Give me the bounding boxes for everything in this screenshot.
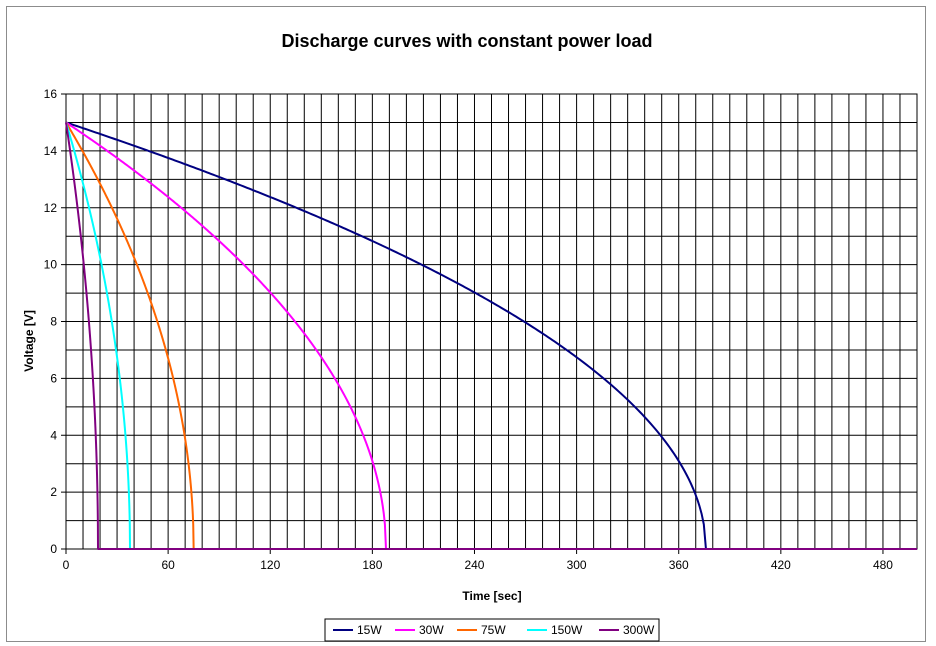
chart-svg: Discharge curves with constant power loa… [22, 31, 918, 642]
y-tick-label: 6 [50, 371, 57, 385]
series-line-15w [65, 121, 917, 550]
series-layer [65, 121, 917, 550]
x-tick-label: 60 [161, 558, 175, 572]
y-tick-label: 8 [50, 315, 57, 329]
legend-label-150w: 150W [551, 623, 583, 637]
y-axis-label: Voltage [V] [22, 310, 36, 372]
chart-frame: Discharge curves with constant power loa… [6, 6, 926, 642]
tick-layer: 0 60 120 180 240 300 360 420 480 0 2 4 6 8 10 12 14 16 [44, 87, 894, 572]
y-tick-label: 16 [44, 87, 58, 101]
series-line-300w [65, 122, 917, 550]
grid-layer [65, 93, 918, 550]
legend-label-300w: 300W [623, 623, 655, 637]
legend: 15W 30W 75W 150W 300W [324, 618, 660, 642]
legend-label-75w: 75W [481, 623, 506, 637]
y-tick-label: 0 [50, 542, 57, 556]
y-tick-label: 2 [50, 485, 57, 499]
series-line-150w [65, 122, 917, 550]
x-axis-label: Time [sec] [462, 589, 521, 603]
x-tick-label: 120 [260, 558, 280, 572]
legend-label-15w: 15W [357, 623, 382, 637]
x-tick-label: 180 [362, 558, 382, 572]
x-tick-label: 240 [464, 558, 484, 572]
chart-title: Discharge curves with constant power loa… [281, 31, 652, 51]
y-tick-label: 10 [44, 258, 58, 272]
x-tick-label: 300 [567, 558, 587, 572]
legend-box [324, 618, 660, 642]
series-line-75w [65, 121, 917, 550]
x-tick-label: 360 [669, 558, 689, 572]
series-line-30w [65, 121, 917, 550]
x-tick-label: 480 [873, 558, 893, 572]
y-tick-label: 14 [44, 144, 58, 158]
y-tick-label: 12 [44, 201, 58, 215]
x-tick-label: 0 [63, 558, 70, 572]
legend-label-30w: 30W [419, 623, 444, 637]
y-tick-label: 4 [50, 428, 57, 442]
x-tick-label: 420 [771, 558, 791, 572]
